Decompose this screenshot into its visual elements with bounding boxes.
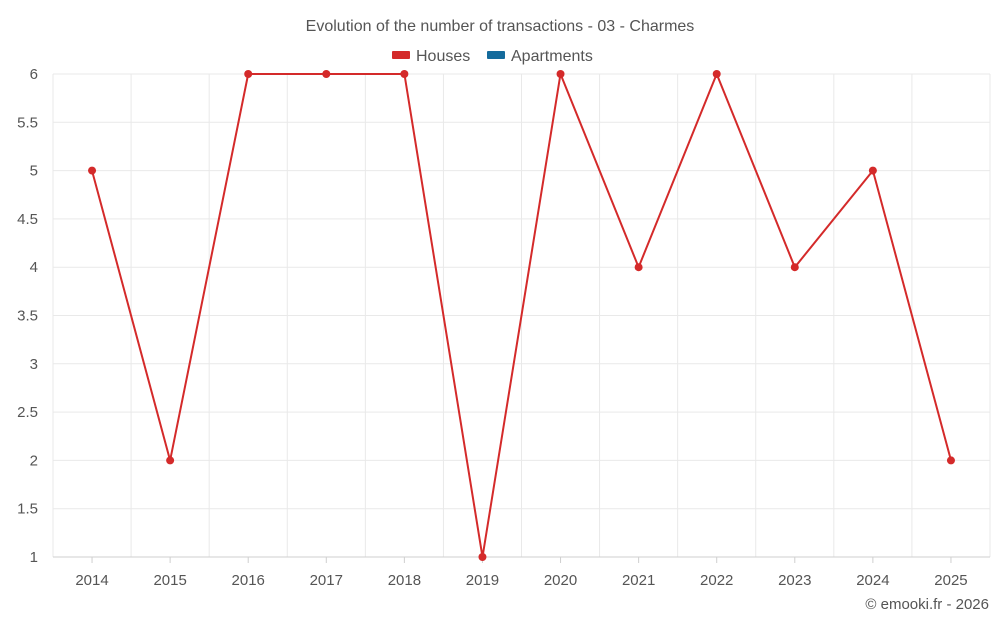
y-tick-label: 4 (30, 259, 38, 276)
x-tick-label: 2016 (232, 572, 265, 589)
data-point-houses-2016[interactable] (244, 70, 253, 78)
x-tick-label: 2015 (153, 572, 186, 589)
y-tick-label: 3.5 (17, 308, 38, 325)
legend-label-houses: Houses (416, 48, 470, 65)
series-line-houses (91, 73, 952, 558)
legend-label-apartments: Apartments (511, 48, 593, 65)
data-point-houses-2021[interactable] (634, 263, 643, 272)
x-tick-label: 2021 (622, 572, 655, 589)
data-point-houses-2018[interactable] (400, 70, 409, 78)
data-point-houses-2024[interactable] (868, 166, 877, 175)
legend-item-houses[interactable]: Houses (392, 48, 470, 65)
x-tick-label: 2023 (778, 572, 811, 589)
legend-item-apartments[interactable]: Apartments (487, 48, 593, 65)
y-axis-ticks: 1 1.5 2 2.5 3 3.5 4 4.5 5 5.5 6 (17, 66, 38, 566)
chart-title: Evolution of the number of transactions … (306, 18, 695, 35)
x-tick-label: 2022 (700, 572, 733, 589)
data-point-houses-2020[interactable] (556, 70, 565, 78)
legend: Houses Apartments (392, 48, 593, 65)
data-point-houses-2022[interactable] (712, 70, 721, 78)
y-tick-label: 5 (30, 163, 38, 180)
x-axis-ticks: 2014 2015 2016 2017 2018 2019 2020 2021 2022 2023… (75, 557, 968, 589)
x-tick-label: 2018 (388, 572, 421, 589)
x-tick-label: 2014 (75, 572, 108, 589)
legend-swatch-apartments (487, 51, 505, 59)
y-tick-label: 2 (30, 452, 38, 469)
credit-text: © emooki.fr - 2026 (865, 596, 989, 613)
data-point-houses-2025[interactable] (946, 456, 955, 465)
y-tick-label: 2.5 (17, 404, 38, 421)
x-tick-label: 2020 (544, 572, 577, 589)
y-tick-label: 4.5 (17, 211, 38, 228)
data-point-houses-2019[interactable] (478, 553, 487, 561)
data-point-houses-2014[interactable] (88, 166, 97, 175)
data-point-houses-2023[interactable] (790, 263, 799, 272)
y-tick-label: 3 (30, 356, 38, 373)
x-tick-label: 2025 (934, 572, 967, 589)
y-tick-label: 6 (30, 66, 38, 83)
y-tick-label: 5.5 (17, 114, 38, 131)
data-point-houses-2015[interactable] (166, 456, 175, 465)
y-tick-label: 1.5 (17, 501, 38, 518)
x-tick-label: 2024 (856, 572, 889, 589)
legend-swatch-houses (392, 51, 410, 59)
y-tick-label: 1 (30, 549, 38, 566)
x-tick-label: 2017 (310, 572, 343, 589)
x-tick-label: 2019 (466, 572, 499, 589)
data-point-houses-2017[interactable] (322, 70, 331, 78)
series-houses (88, 70, 955, 561)
